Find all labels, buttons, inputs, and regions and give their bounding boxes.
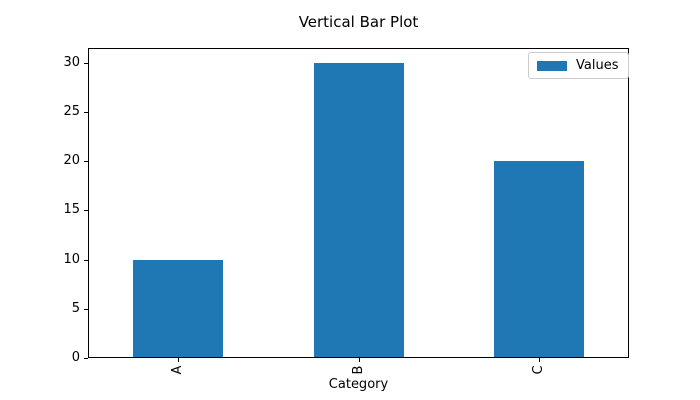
y-tick-label: 20	[63, 153, 80, 169]
y-tick-mark	[84, 210, 88, 212]
legend: Values	[528, 52, 630, 79]
bar-A	[133, 259, 224, 357]
y-tick-label: 10	[63, 251, 80, 267]
legend-color-swatch	[537, 60, 567, 71]
y-tick-mark	[84, 358, 88, 359]
x-tick-mark	[358, 358, 360, 362]
x-axis-label: Category	[328, 377, 389, 392]
y-tick-mark	[84, 259, 88, 261]
y-tick-label: 25	[63, 103, 80, 119]
y-tick-label: 15	[63, 202, 80, 218]
y-tick-mark	[84, 161, 88, 163]
x-tick-label: B	[350, 365, 366, 375]
x-tick-label: C	[530, 365, 546, 375]
y-tick-label: 5	[71, 300, 80, 316]
x-tick-label: A	[170, 365, 186, 375]
x-tick-mark	[538, 358, 540, 362]
y-tick-mark	[84, 62, 88, 64]
y-tick-label: 30	[63, 54, 80, 70]
y-tick-mark	[84, 308, 88, 310]
bar-C	[493, 161, 584, 357]
y-tick-label: 0	[71, 350, 80, 365]
chart-title: Vertical Bar Plot	[298, 13, 419, 31]
legend-label: Values	[576, 58, 619, 73]
bar-B	[313, 62, 404, 357]
x-tick-mark	[178, 358, 180, 362]
y-tick-mark	[84, 111, 88, 113]
